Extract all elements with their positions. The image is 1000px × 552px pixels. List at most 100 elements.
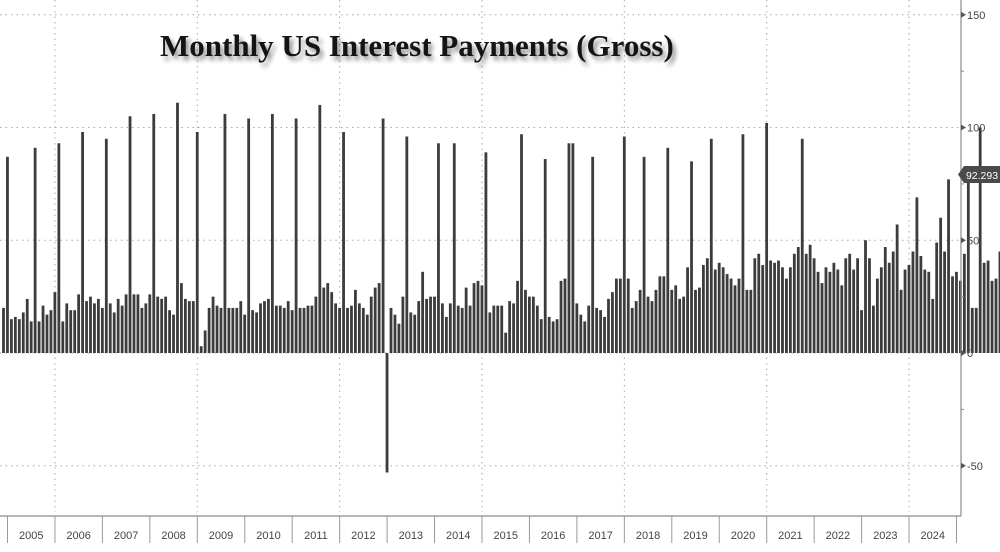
bar: [361, 307, 365, 353]
bar: [389, 307, 393, 353]
bar: [749, 289, 753, 353]
bar: [290, 310, 294, 353]
bar: [488, 312, 492, 353]
bar: [492, 305, 496, 353]
bar: [765, 122, 769, 354]
bar: [974, 307, 978, 353]
bar: [17, 319, 21, 353]
bar: [302, 307, 306, 353]
bar: [713, 269, 717, 353]
y-axis: 150 100 50 0 -50: [960, 0, 985, 516]
bar: [377, 283, 381, 353]
bar: [77, 294, 81, 353]
bar: [108, 303, 112, 353]
bar: [678, 298, 682, 353]
x-tick-label: 2016: [541, 530, 565, 542]
bar: [45, 314, 49, 353]
bar: [535, 305, 539, 353]
bar: [401, 296, 405, 354]
y-tick-label: 100: [967, 123, 985, 135]
bar: [306, 305, 310, 353]
bar: [935, 242, 939, 353]
bar: [828, 271, 832, 353]
bar: [330, 292, 334, 353]
x-tick-label: 2009: [209, 530, 233, 542]
bar: [887, 262, 891, 353]
bar: [164, 296, 168, 354]
bar: [773, 262, 776, 353]
x-tick-label: 2022: [826, 530, 850, 542]
y-tick-marker: [961, 11, 966, 18]
bar: [338, 307, 341, 353]
bar: [559, 280, 563, 353]
bar: [753, 258, 757, 353]
bar: [484, 152, 488, 353]
bar: [978, 127, 982, 353]
bar: [25, 298, 29, 353]
bar: [650, 301, 654, 353]
bar: [563, 278, 567, 353]
bar: [982, 262, 986, 353]
bar: [769, 260, 773, 353]
bar: [334, 303, 338, 353]
bar: [567, 143, 571, 353]
bar: [464, 287, 468, 353]
bar: [444, 316, 448, 353]
bar: [642, 156, 646, 353]
bar: [476, 280, 480, 353]
bar: [243, 314, 247, 353]
bar: [57, 143, 61, 353]
y-tick-marker: [961, 237, 966, 244]
x-tick-label: 2018: [636, 530, 660, 542]
bar: [607, 298, 610, 353]
bar: [37, 321, 41, 353]
bar: [994, 278, 998, 353]
bar: [591, 156, 595, 353]
bar: [140, 307, 144, 353]
bar: [986, 260, 990, 353]
bar: [318, 104, 322, 353]
bar: [369, 296, 373, 354]
bar: [891, 251, 895, 353]
bar: [927, 271, 931, 353]
bar: [385, 353, 389, 473]
bar: [393, 314, 397, 353]
bar: [132, 294, 136, 353]
bar: [947, 179, 950, 353]
bar: [721, 267, 725, 353]
bar: [571, 143, 575, 353]
bar: [267, 298, 270, 353]
bar: [144, 303, 148, 353]
bar: [504, 332, 508, 353]
bar: [785, 278, 788, 353]
bar: [128, 116, 132, 353]
bar: [595, 307, 599, 353]
bar: [409, 312, 413, 353]
bar: [868, 258, 871, 353]
bar: [836, 269, 840, 353]
bar: [148, 294, 152, 353]
bar: [883, 247, 887, 353]
bar: [191, 301, 195, 353]
bar: [555, 319, 559, 353]
bar: [658, 276, 662, 353]
bar: [516, 280, 519, 353]
bar: [247, 118, 251, 353]
bar: [2, 307, 5, 353]
bar: [156, 296, 160, 354]
bar: [725, 274, 729, 353]
bar: [717, 262, 721, 353]
bar: [812, 258, 816, 353]
bar: [860, 310, 863, 353]
bar: [251, 310, 255, 353]
bar: [326, 283, 330, 353]
bar: [381, 118, 385, 353]
bar: [350, 305, 353, 353]
bar: [187, 301, 191, 353]
bar: [694, 289, 697, 353]
bar: [120, 305, 124, 353]
bar: [587, 305, 591, 353]
bar: [820, 283, 824, 353]
bar: [777, 260, 780, 353]
